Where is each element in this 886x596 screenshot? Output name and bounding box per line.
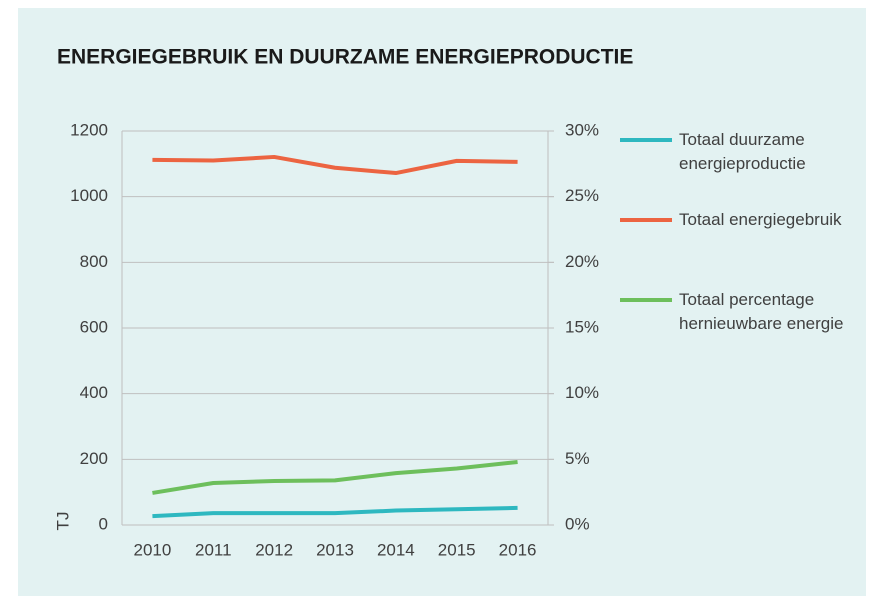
y-tick-label: 600 <box>80 317 108 336</box>
y-tick-label: 1000 <box>70 186 108 205</box>
x-tick-label: 2010 <box>134 540 172 559</box>
panel <box>18 8 866 596</box>
y2-tick-label: 10% <box>565 383 599 402</box>
y2-tick-label: 30% <box>565 120 599 139</box>
legend-label: Totaal energiegebruik <box>679 210 842 229</box>
x-tick-label: 2012 <box>255 540 293 559</box>
series-line <box>152 154 518 176</box>
chart-title: ENERGIEGEBRUIK EN DUURZAME ENERGIEPRODUC… <box>57 46 633 69</box>
x-tick-label: 2014 <box>377 540 415 559</box>
x-tick-label: 2011 <box>195 540 232 559</box>
series-line <box>152 505 518 519</box>
x-tick-label: 2015 <box>438 540 476 559</box>
legend-label: Totaal percentage hernieuwbare energie <box>679 290 844 333</box>
y-tick-label: 0 <box>99 514 108 533</box>
y-tick-label: 1200 <box>70 120 108 139</box>
y-tick-label: 200 <box>80 449 108 468</box>
y2-tick-label: 5% <box>565 449 590 468</box>
y2-tick-label: 20% <box>565 252 599 271</box>
y-axis-label: TJ <box>53 512 72 531</box>
y2-tick-label: 25% <box>565 186 599 205</box>
x-tick-label: 2013 <box>316 540 354 559</box>
x-tick-label: 2016 <box>499 540 537 559</box>
y2-tick-label: 0% <box>565 514 590 533</box>
legend-label: Totaal duurzame energieproductie <box>679 130 806 173</box>
y2-tick-label: 15% <box>565 317 599 336</box>
y-tick-label: 800 <box>80 252 108 271</box>
y-tick-label: 400 <box>80 383 108 402</box>
series-line <box>152 459 518 495</box>
